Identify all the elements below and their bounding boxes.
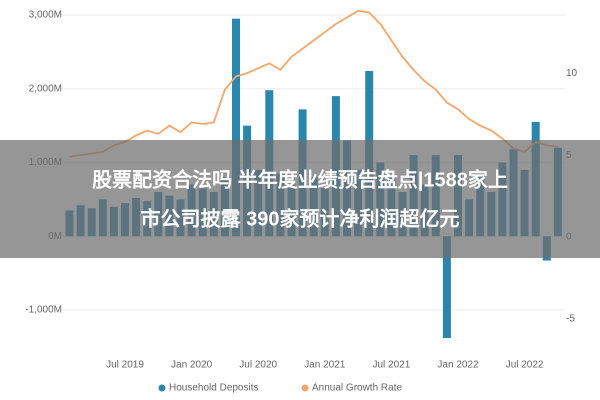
x-tick-label: Jan 2021	[304, 360, 346, 371]
bar	[232, 18, 240, 237]
y-tick-label: 2,000M	[29, 83, 62, 94]
legend-label: Annual Growth Rate	[312, 383, 402, 394]
y-tick-label: -1,000M	[25, 305, 62, 316]
legend-marker	[158, 384, 166, 392]
y2-tick-label: -5	[566, 314, 575, 325]
x-tick-label: Jan 2020	[171, 360, 213, 371]
x-tick-label: Jul 2020	[239, 360, 277, 371]
headline: 股票配资合法吗 半年度业绩预告盘点|1588家上	[92, 167, 508, 191]
headline: 市公司披露 390家预计净利润超亿元	[141, 206, 460, 230]
y-tick-label: 3,000M	[29, 10, 62, 21]
y2-tick-label: 10	[566, 68, 578, 79]
bar	[442, 236, 451, 339]
x-tick-label: Jul 2019	[106, 360, 144, 371]
line	[69, 9, 559, 158]
x-tick-label: Jul 2021	[372, 360, 410, 371]
legend-marker	[301, 384, 309, 392]
x-tick-label: Jul 2022	[506, 360, 544, 371]
x-tick-label: Jan 2022	[437, 360, 479, 371]
headline-banner	[0, 140, 600, 258]
legend-label: Household Deposits	[169, 383, 259, 394]
